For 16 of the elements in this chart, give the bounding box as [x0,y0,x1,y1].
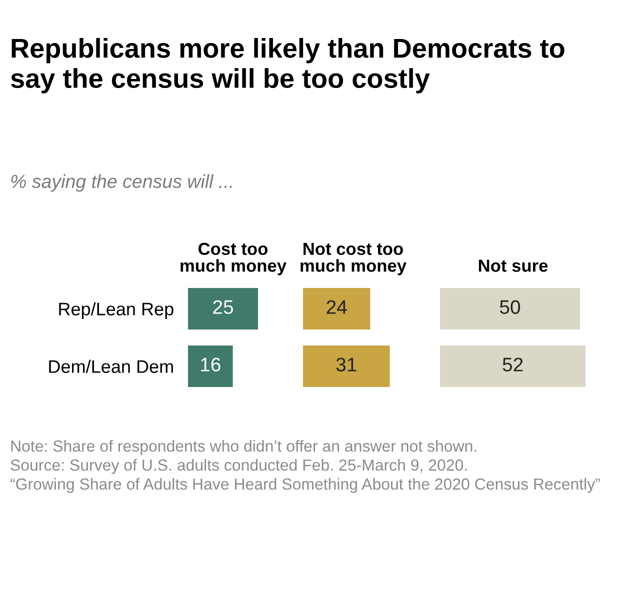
chart-subtitle: % saying the census will ... [11,174,232,192]
x-axis-title: Not cost too much money [300,242,406,276]
chart-title: Republicans more likely than Democrats to say the census will be too costly [10,38,564,94]
data-label: 16 [201,358,220,372]
data-label: 31 [336,358,356,372]
data-label: 25 [213,300,233,314]
text: “Growing Share of Adults Have Heard Something About the 2020 Census Recently” [10,478,600,493]
y-tick-label: Dem/Lean Dem [49,360,173,373]
x-axis-title: Not sure [478,260,548,272]
source-note: Source: Survey of U.S. adults conducted Feb. 25-March 9, 2020. [10,459,467,474]
data-label: 50 [500,300,520,314]
y-tick-label: Rep/Lean Rep [59,302,174,320]
x-axis-title: Cost too much money [180,242,286,276]
text: Note: Share of respondents who didn’t offer an answer not shown. [11,440,476,455]
data-label: 24 [326,300,347,314]
data-label: 52 [502,358,523,372]
